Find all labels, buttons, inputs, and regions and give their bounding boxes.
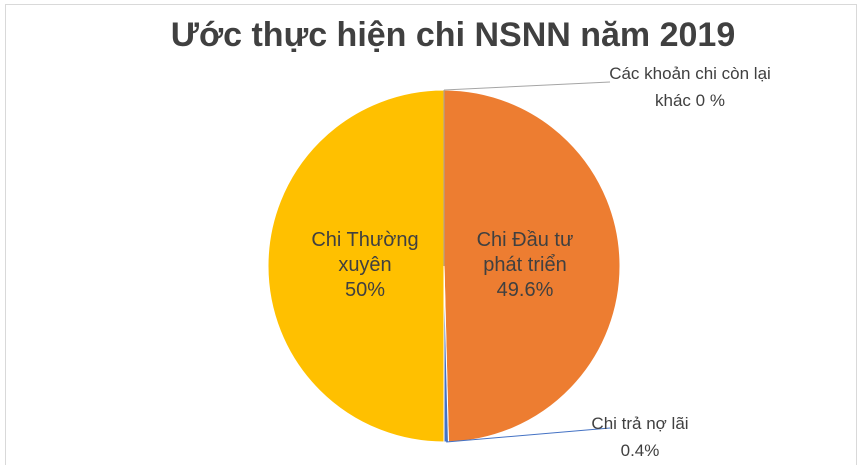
data-label: Các khoản chi còn lại khác 0 % <box>600 60 780 114</box>
data-label: Chi Đầu tư phát triển 49.6% <box>455 228 595 303</box>
data-label: Chi trả nợ lãi 0.4% <box>560 410 720 464</box>
category-label: Chi Thường xuyên <box>311 229 419 276</box>
leader-line <box>443 81 611 91</box>
data-label: Chi Thường xuyên 50% <box>290 228 440 303</box>
leader-line <box>446 427 611 443</box>
category-label: Chi Đầu tư phát triển <box>476 229 574 276</box>
pie-slice <box>443 89 621 443</box>
value-label: 0 % <box>695 91 725 110</box>
chart-frame <box>5 4 857 465</box>
value-label: 0.4% <box>620 441 660 460</box>
value-label: 49.6% <box>496 279 554 301</box>
category-label: Các khoản chi còn lại khác <box>609 64 771 110</box>
category-label: Chi trả nợ lãi <box>591 414 689 433</box>
value-label: 50% <box>344 279 386 301</box>
pie-slice <box>267 89 445 443</box>
chart-title: Ước thực hiện chi NSNN năm 2019 <box>170 16 736 54</box>
